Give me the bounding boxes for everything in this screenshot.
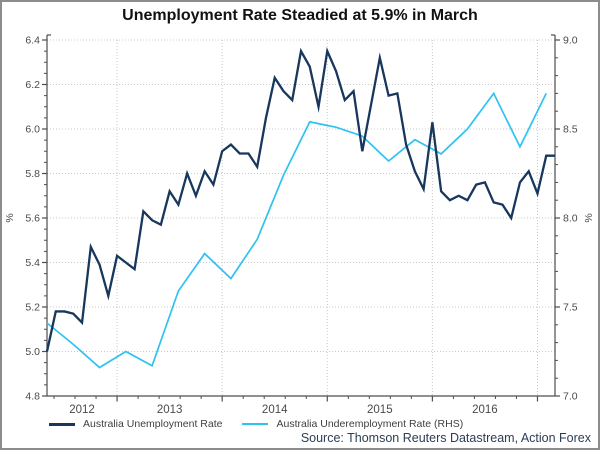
- svg-text:7.0: 7.0: [563, 391, 578, 403]
- svg-text:6.2: 6.2: [25, 79, 40, 91]
- legend-item-underemployment: Australia Underemployment Rate (RHS): [242, 418, 463, 430]
- legend-label-underemployment: Australia Underemployment Rate (RHS): [276, 418, 464, 430]
- underemployment-line-swatch: [242, 423, 269, 425]
- series-lines: [45, 47, 555, 369]
- unemployment-rate-line: [45, 47, 555, 352]
- gridlines: [47, 39, 555, 396]
- axis-tick-labels: 4.8 5.0 5.2 5.4 5.6 5.8 6.0 6.2 6.4 7.0 7.5 8.0 8.5 9…: [4, 35, 595, 417]
- svg-text:7.5: 7.5: [563, 302, 578, 314]
- underemployment-rate-line: [46, 91, 548, 369]
- svg-text:8.5: 8.5: [563, 124, 578, 136]
- svg-text:5.4: 5.4: [25, 257, 40, 269]
- svg-text:6.0: 6.0: [25, 124, 40, 136]
- svg-text:6.4: 6.4: [25, 35, 40, 47]
- svg-text:2012: 2012: [69, 404, 95, 416]
- svg-text:5.6: 5.6: [25, 213, 40, 225]
- right-axis-unit-label: %: [583, 213, 595, 222]
- chart-title: Unemployment Rate Steadied at 5.9% in Ma…: [122, 7, 478, 24]
- svg-text:2013: 2013: [157, 404, 183, 416]
- svg-text:2015: 2015: [367, 404, 393, 416]
- svg-text:2016: 2016: [472, 404, 498, 416]
- axes: [42, 34, 560, 402]
- svg-text:5.2: 5.2: [25, 302, 40, 314]
- svg-text:4.8: 4.8: [25, 391, 40, 403]
- legend: Australia Unemployment Rate Australia Un…: [49, 418, 463, 430]
- svg-text:8.0: 8.0: [563, 213, 578, 225]
- svg-text:5.8: 5.8: [25, 168, 40, 180]
- svg-text:2014: 2014: [262, 404, 288, 416]
- svg-text:5.0: 5.0: [25, 346, 40, 358]
- left-axis-unit-label: %: [4, 213, 16, 222]
- legend-item-unemployment: Australia Unemployment Rate: [49, 418, 222, 430]
- legend-label-unemployment: Australia Unemployment Rate: [83, 418, 223, 430]
- source-note: Source: Thomson Reuters Datastream, Acti…: [300, 431, 591, 445]
- unemployment-line-swatch: [49, 422, 75, 426]
- svg-text:9.0: 9.0: [563, 35, 578, 47]
